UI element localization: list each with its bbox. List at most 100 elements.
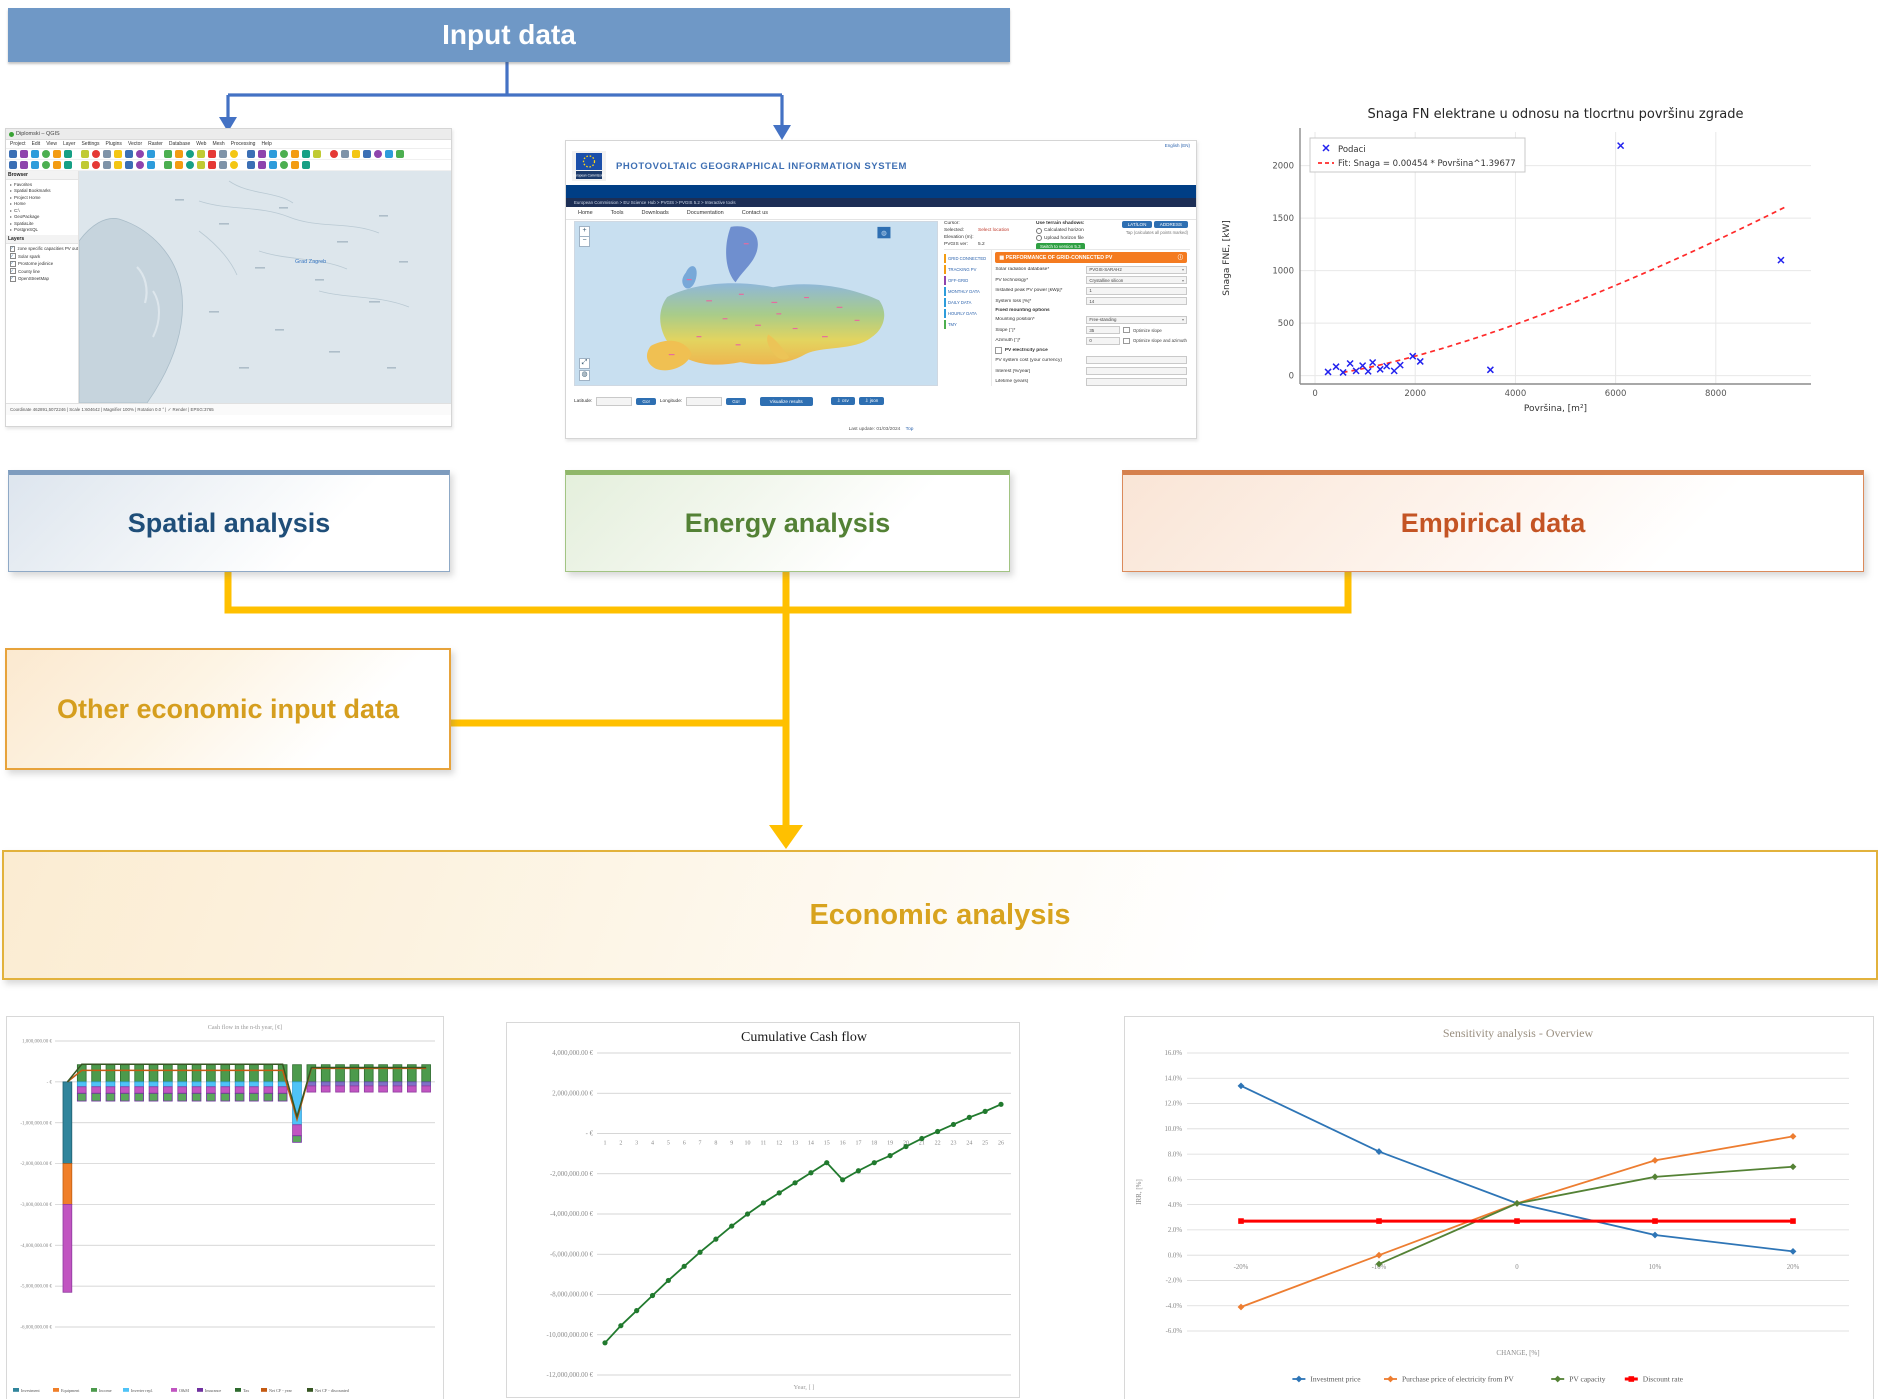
qgis-toolbar-icon[interactable]	[81, 150, 89, 158]
pvgis-input[interactable]	[1086, 356, 1187, 365]
qgis-toolbar-icon[interactable]	[125, 150, 133, 158]
pvgis-tab-tmy[interactable]: TMY	[944, 320, 991, 329]
visualize-results-button[interactable]: Visualize results	[759, 396, 813, 406]
pvgis-input[interactable]: 1	[1086, 286, 1187, 295]
qgis-toolbar-icon[interactable]	[258, 150, 266, 158]
qgis-toolbar-icon[interactable]	[164, 150, 172, 158]
qgis-toolbar-icon[interactable]	[396, 150, 404, 158]
qgis-toolbar-icon[interactable]	[31, 150, 39, 158]
qgis-menu-settings[interactable]: Settings	[81, 141, 100, 147]
qgis-toolbar-icon[interactable]	[164, 161, 172, 169]
pvgis-layers-button[interactable]	[877, 226, 891, 239]
qgis-toolbar-icon[interactable]	[247, 150, 255, 158]
qgis-browser-item[interactable]: ▸ Home	[10, 201, 26, 206]
address-button[interactable]: ADDRESS	[1153, 221, 1188, 228]
qgis-toolbar-icon[interactable]	[9, 150, 17, 158]
pvgis-input[interactable]: 0	[1086, 336, 1121, 345]
qgis-toolbar-icon[interactable]	[64, 161, 72, 169]
qgis-toolbar-icon[interactable]	[374, 150, 382, 158]
pvgis-map[interactable]: ◍ + − ⤢ ◍	[574, 221, 938, 386]
qgis-layer-item[interactable]: zone specific capacities PV out	[10, 245, 78, 252]
pvgis-checkbox[interactable]	[1123, 337, 1130, 344]
qgis-menu-view[interactable]: View	[46, 141, 57, 147]
pvgis-tab-monthly-data[interactable]: MONTHLY DATA	[944, 287, 991, 296]
qgis-toolbar-icon[interactable]	[9, 161, 17, 169]
qgis-browser-item[interactable]: ▸ Project Home	[10, 194, 41, 200]
qgis-toolbar-icon[interactable]	[64, 150, 72, 158]
info-icon[interactable]: ⓘ	[1177, 255, 1183, 261]
qgis-menu-vector[interactable]: Vector	[127, 141, 143, 147]
qgis-layer-item[interactable]: Solar spark	[10, 253, 78, 259]
qgis-browser-item[interactable]: ▸ C:\	[10, 207, 20, 213]
qgis-toolbar-icon[interactable]	[125, 161, 133, 169]
pvgis-nav-home[interactable]: Home	[578, 210, 593, 216]
calculated-horizon-radio[interactable]: Calculated horizon	[1036, 227, 1106, 234]
qgis-toolbar-icon[interactable]	[175, 150, 183, 158]
pvgis-tab-off-grid[interactable]: OFF-GRID	[944, 276, 991, 285]
qgis-toolbar-icon[interactable]	[114, 150, 122, 158]
qgis-toolbar-icon[interactable]	[92, 161, 100, 169]
pvgis-input[interactable]: 35	[1086, 326, 1121, 335]
pvgis-checkbox[interactable]	[995, 347, 1002, 354]
qgis-toolbar-icon[interactable]	[280, 150, 288, 158]
map-expand-button[interactable]: ⤢	[579, 358, 590, 369]
json-download-button[interactable]: ⇩ json	[858, 397, 885, 405]
pvgis-input[interactable]	[1086, 377, 1187, 386]
longitude-go-button[interactable]: Go!	[726, 397, 746, 405]
qgis-toolbar-icon[interactable]	[302, 161, 310, 169]
pvgis-input[interactable]: 14	[1086, 297, 1187, 306]
qgis-browser-item[interactable]: ▸ GeoPackage	[10, 214, 40, 219]
qgis-toolbar-icon[interactable]	[197, 150, 205, 158]
pvgis-select[interactable]: Free-standing	[1086, 315, 1187, 324]
qgis-toolbar-icon[interactable]	[92, 150, 100, 158]
qgis-toolbar-icon[interactable]	[42, 150, 50, 158]
switch-version-button[interactable]: Switch to version 5.3	[1036, 243, 1085, 250]
qgis-menu-plugins[interactable]: Plugins	[105, 141, 122, 147]
pvgis-select[interactable]: PVGIS-SARAH2	[1086, 265, 1187, 274]
longitude-input[interactable]	[686, 396, 723, 406]
qgis-toolbar-icon[interactable]	[258, 161, 266, 169]
qgis-toolbar-icon[interactable]	[147, 161, 155, 169]
qgis-toolbar-icon[interactable]	[197, 161, 205, 169]
qgis-toolbar-icon[interactable]	[42, 161, 50, 169]
qgis-browser-item[interactable]: ▸ Spatial Bookmarks	[10, 188, 51, 193]
pvgis-checkbox[interactable]	[1123, 326, 1130, 334]
qgis-toolbar-icon[interactable]	[103, 161, 111, 169]
qgis-toolbar-icon[interactable]	[53, 161, 61, 169]
pvgis-select[interactable]: Crystalline silicon	[1086, 276, 1187, 285]
qgis-menu-processing[interactable]: Processing	[230, 141, 256, 147]
pvgis-tab-grid-connected[interactable]: GRID CONNECTED	[944, 254, 991, 263]
qgis-toolbar-icon[interactable]	[20, 150, 28, 158]
qgis-toolbar-icon[interactable]	[20, 161, 28, 169]
qgis-browser-item[interactable]: ▸ PostgreSQL	[10, 227, 38, 232]
map-locate-button[interactable]: ◍	[579, 370, 590, 381]
qgis-menu-database[interactable]: Database	[168, 141, 191, 147]
qgis-toolbar-icon[interactable]	[186, 161, 194, 169]
pvgis-tab-hourly-data[interactable]: HOURLY DATA	[944, 309, 991, 318]
qgis-toolbar-icon[interactable]	[363, 150, 371, 158]
qgis-browser-item[interactable]: ▸ Favorites	[10, 181, 33, 187]
select-location-link[interactable]: Select location	[978, 228, 1010, 233]
pvgis-input[interactable]	[1086, 367, 1187, 376]
top-link[interactable]: Top	[905, 427, 914, 432]
qgis-toolbar-icon[interactable]	[330, 150, 338, 158]
pvgis-nav-documentation[interactable]: Documentation	[686, 210, 724, 216]
qgis-toolbar-icon[interactable]	[291, 161, 299, 169]
qgis-toolbar-icon[interactable]	[186, 150, 194, 158]
qgis-toolbar-icon[interactable]	[103, 150, 111, 158]
qgis-menu-layer[interactable]: Layer	[62, 141, 76, 147]
qgis-toolbar-icon[interactable]	[352, 150, 360, 158]
upload-horizon-radio[interactable]: Upload horizon file	[1036, 235, 1106, 241]
qgis-map-canvas[interactable]: Grad Zagreb	[79, 171, 451, 403]
pvgis-nav-downloads[interactable]: Downloads	[641, 210, 669, 216]
qgis-toolbar-icon[interactable]	[230, 150, 238, 158]
qgis-toolbar-icon[interactable]	[31, 161, 39, 169]
qgis-browser-item[interactable]: ▸ SpatiaLite	[10, 220, 34, 226]
qgis-layer-item[interactable]: County line	[10, 268, 78, 274]
qgis-toolbar-icon[interactable]	[291, 150, 299, 158]
qgis-toolbar-icon[interactable]	[302, 150, 310, 158]
qgis-menu-web[interactable]: Web	[196, 141, 207, 147]
qgis-layer-item[interactable]: OpenStreetMap	[10, 275, 78, 282]
qgis-toolbar-icon[interactable]	[385, 150, 393, 158]
qgis-toolbar-icon[interactable]	[208, 150, 216, 158]
